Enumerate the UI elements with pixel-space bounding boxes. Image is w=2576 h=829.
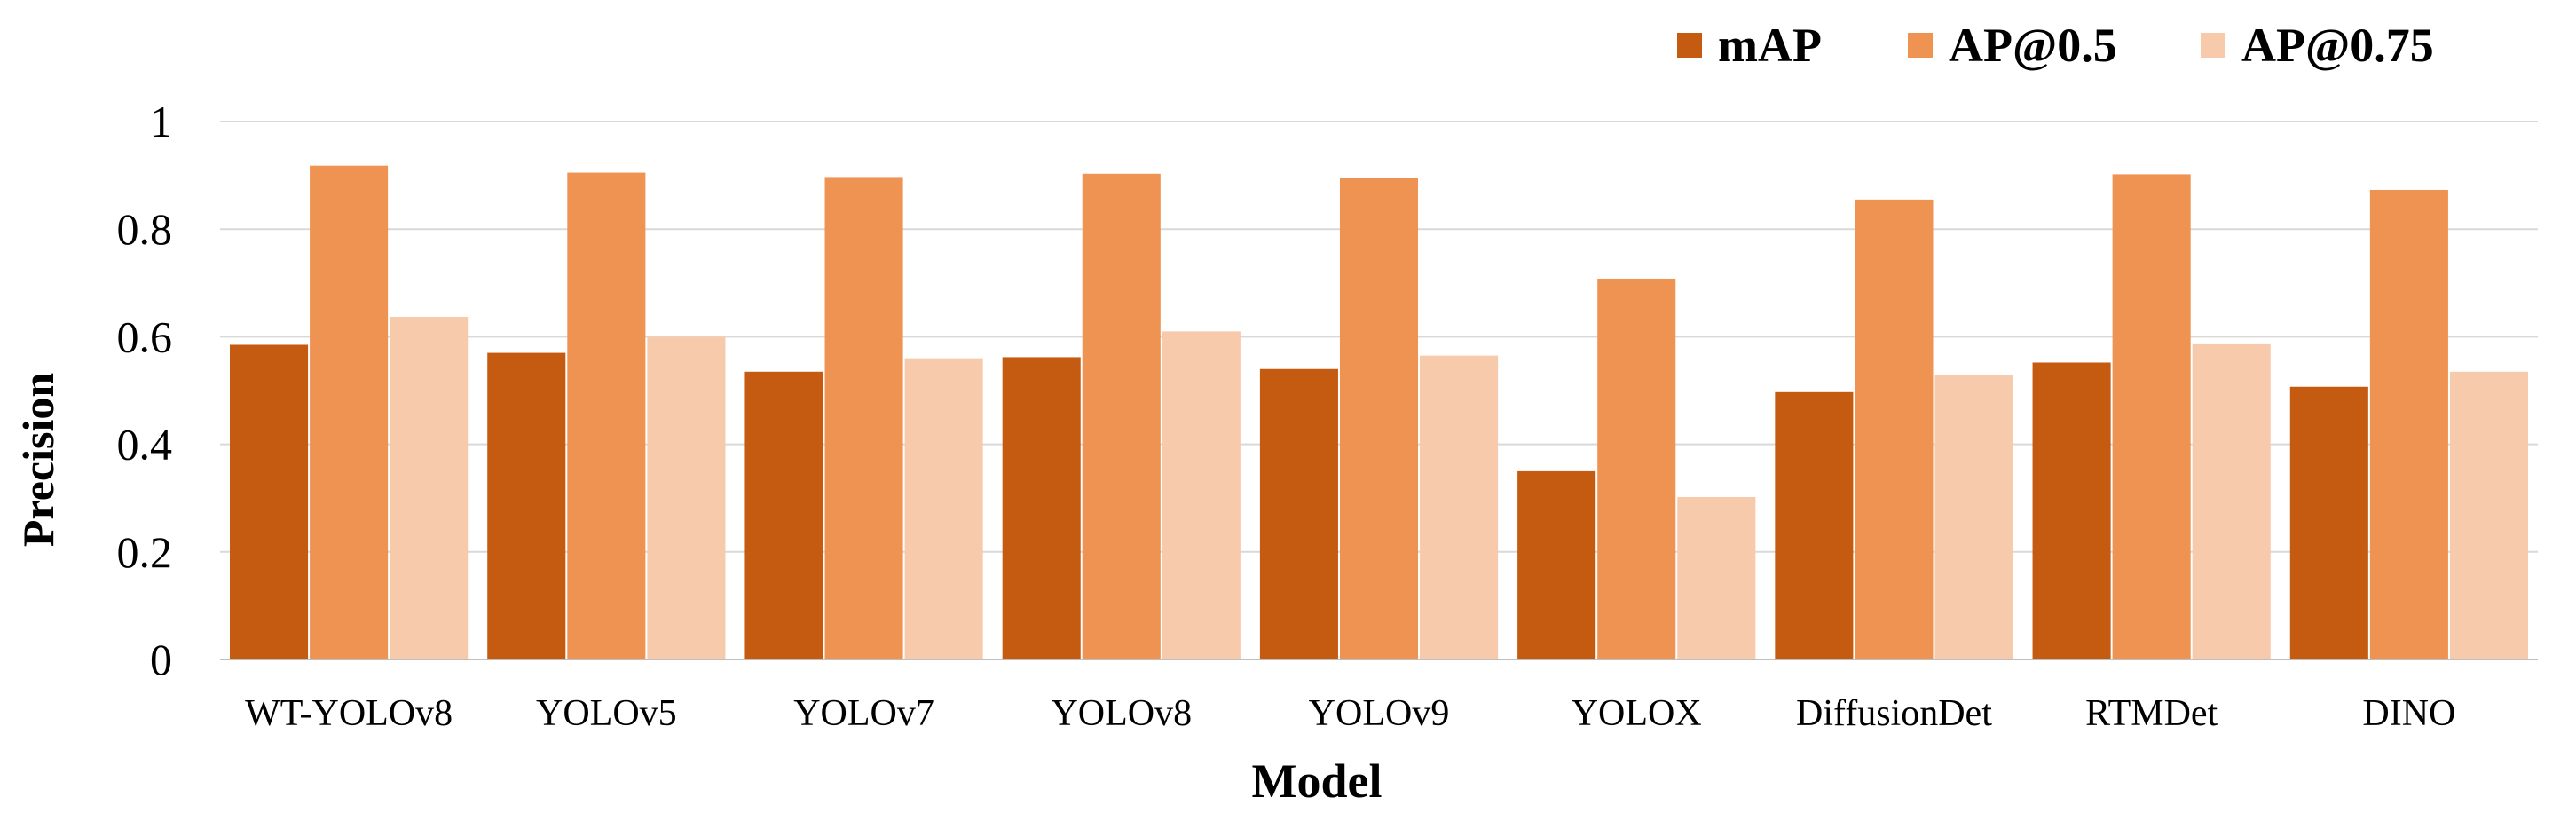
bar-map-dino [2289,386,2368,659]
bar-ap-0-75-dino [2449,371,2528,659]
bar-ap-0-75-yolov7 [904,358,983,659]
legend-label: AP@0.75 [2241,19,2434,72]
legend-swatch [1908,33,1933,58]
bar-ap-0-75-yolov9 [1420,355,1499,659]
bar-ap-0-75-yolox [1677,496,1756,659]
y-tick-label: 0.4 [117,420,173,470]
bar-ap-0-5-yolov5 [567,172,646,659]
x-axis-label: Model [1252,754,1383,808]
bar-ap-0-5-dino [2369,189,2448,659]
y-tick-label: 0.6 [117,312,173,361]
bar-map-diffusiondet [1775,391,1854,659]
x-tick-label: WT-YOLOv8 [245,693,453,734]
bar-ap-0-5-rtmdet [2112,174,2191,659]
x-tick-label: YOLOv7 [793,693,934,734]
x-tick-label: YOLOv9 [1309,693,1450,734]
bar-ap-0-5-yolov8 [1082,173,1161,660]
legend-label: AP@0.5 [1949,19,2117,72]
x-tick-label: YOLOv8 [1051,693,1192,734]
bar-map-wt-yolov8 [230,344,309,659]
bars [230,165,2528,660]
legend: mAP AP@0.5 AP@0.75 [1677,19,2434,72]
y-tick-label: 1 [150,97,172,146]
bar-ap-0-75-rtmdet [2192,343,2271,659]
bar-map-yolov8 [1002,357,1081,659]
bar-map-yolov9 [1259,368,1338,659]
bar-ap-0-75-diffusiondet [1934,375,2013,659]
x-tick-label: YOLOv5 [536,693,677,734]
x-tick-label: DiffusionDet [1796,693,1992,734]
legend-swatch [2201,33,2225,58]
y-axis-label: Precision [13,373,63,547]
bar-map-yolox [1517,470,1596,659]
x-tick-label: RTMDet [2085,693,2218,734]
bar-map-yolov5 [487,352,566,659]
y-tick-labels: 0 0.2 0.4 0.6 0.8 1 [117,97,173,684]
bar-map-rtmdet [2032,362,2111,659]
bar-ap-0-75-yolov8 [1162,331,1241,659]
y-tick-label: 0.2 [117,527,173,577]
legend-label: mAP [1718,19,1822,72]
bar-ap-0-5-yolox [1597,278,1676,659]
y-tick-label: 0.8 [117,204,173,254]
bar-ap-0-75-yolov5 [647,336,726,659]
x-tick-labels: WT-YOLOv8 YOLOv5 YOLOv7 YOLOv8 YOLOv9 YOLOX Di… [245,693,2455,734]
legend-swatch [1677,33,1702,58]
bar-ap-0-5-yolov7 [824,177,903,660]
bar-ap-0-75-wt-yolov8 [390,316,469,659]
bar-map-yolov7 [744,371,823,659]
x-tick-label: YOLOX [1572,693,1702,734]
x-tick-label: DINO [2362,693,2455,734]
bar-ap-0-5-wt-yolov8 [310,165,389,659]
bar-ap-0-5-diffusiondet [1855,199,1934,659]
y-tick-label: 0 [150,635,172,684]
bar-ap-0-5-yolov9 [1339,178,1419,659]
